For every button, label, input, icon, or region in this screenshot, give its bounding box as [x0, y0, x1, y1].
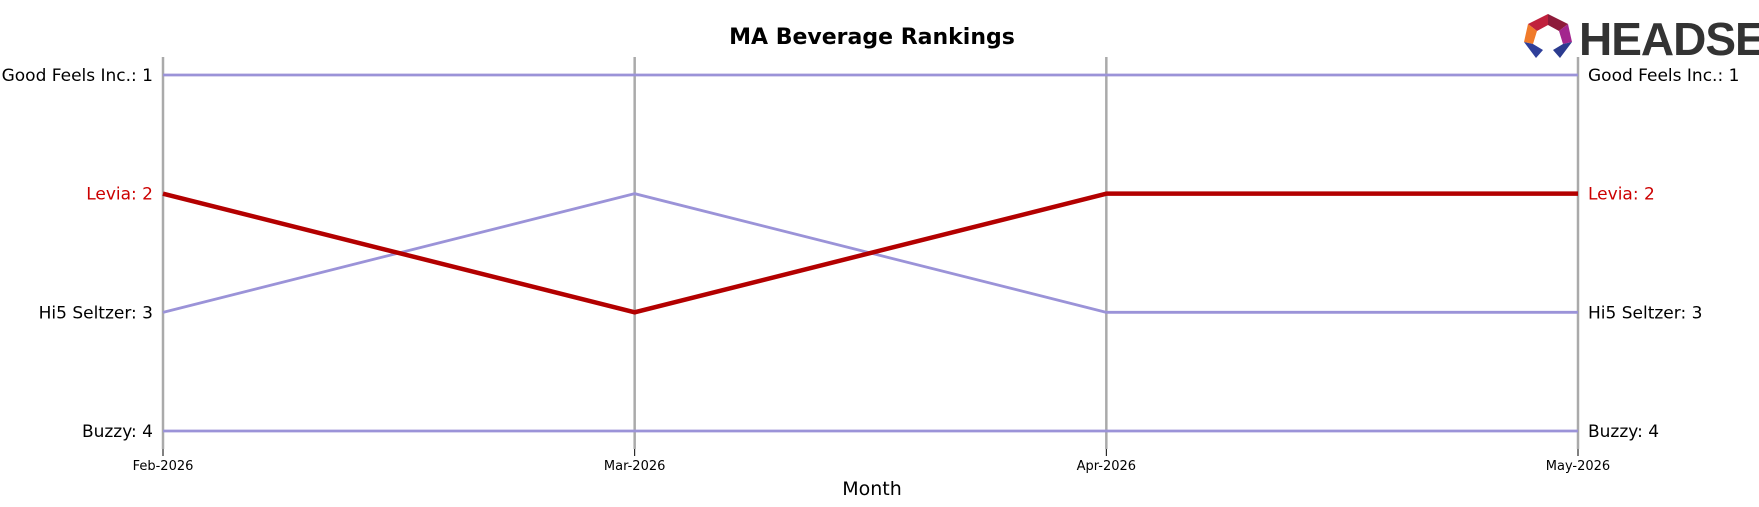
x-tick-label: May-2026 [1546, 459, 1610, 474]
left-label-hi5-seltzer: Hi5 Seltzer: 3 [39, 303, 153, 323]
headset-logo: HEADSET [1524, 13, 1759, 65]
x-tick-label: Feb-2026 [133, 459, 194, 474]
x-tick-labels: Feb-2026 Mar-2026 Apr-2026 May-2026 [133, 459, 1611, 474]
series-line-levia [162, 191, 1578, 315]
right-label-good-feels-inc: Good Feels Inc.: 1 [1588, 66, 1739, 86]
headset-logo-text: HEADSET [1579, 13, 1759, 65]
chart-title: MA Beverage Rankings [729, 25, 1015, 50]
series-layer [162, 73, 1578, 433]
headset-logo-icon [1524, 14, 1572, 58]
right-rank-labels: Good Feels Inc.: 1 Levia: 2 Hi5 Seltzer: 3… [1588, 66, 1739, 442]
x-tick-label: Apr-2026 [1077, 459, 1136, 474]
x-tick-label: Mar-2026 [604, 459, 665, 474]
right-label-hi5-seltzer: Hi5 Seltzer: 3 [1588, 303, 1702, 323]
left-label-levia: Levia: 2 [86, 185, 153, 205]
right-label-levia: Levia: 2 [1588, 185, 1655, 205]
right-label-buzzy: Buzzy: 4 [1588, 422, 1659, 442]
left-label-good-feels-inc: Good Feels Inc.: 1 [2, 66, 153, 86]
left-label-buzzy: Buzzy: 4 [82, 422, 153, 442]
gridlines [161, 57, 1580, 456]
x-axis-title: Month [842, 478, 902, 500]
left-rank-labels: Good Feels Inc.: 1 Levia: 2 Hi5 Seltzer: 3… [2, 66, 153, 442]
